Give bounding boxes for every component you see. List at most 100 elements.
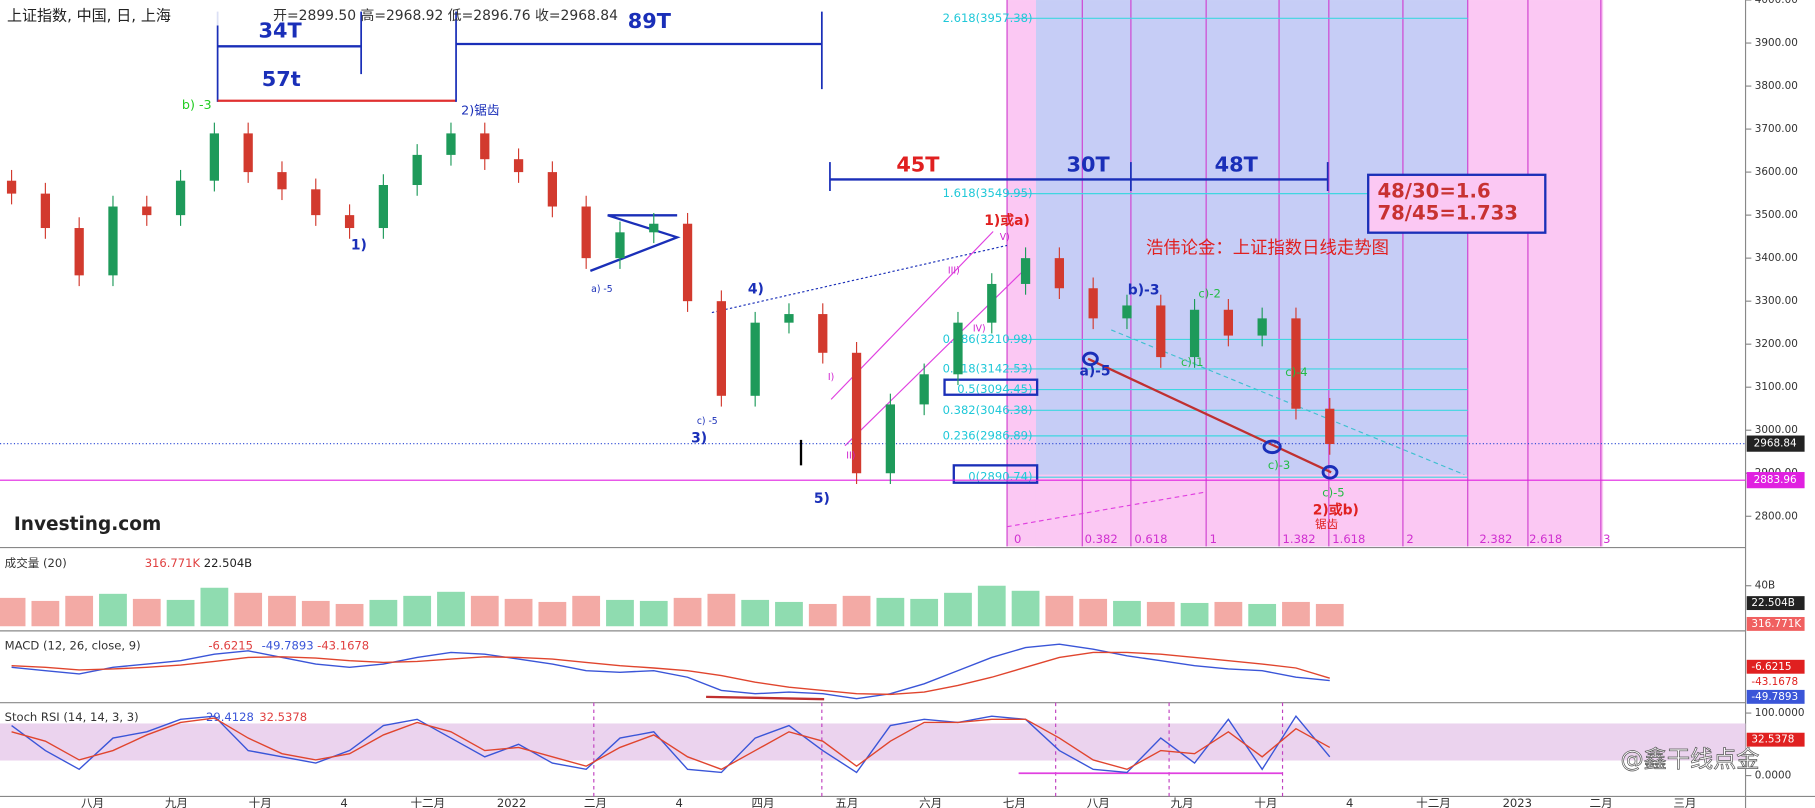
volume-bar: [1146, 601, 1175, 627]
last-box: [1746, 674, 1805, 689]
candle-body: [784, 314, 794, 323]
y-tick-label: 4000.00: [1755, 0, 1798, 6]
volume-bar: [977, 585, 1006, 627]
x-tick-label: 二月: [1590, 796, 1613, 808]
candle-body: [716, 301, 726, 396]
indicator-line: [11, 717, 1331, 771]
volume-bar: [876, 597, 905, 627]
candle-body: [615, 232, 625, 259]
candle-body: [1325, 408, 1335, 444]
fib-label: 0.5(3094.45): [957, 382, 1032, 396]
annotation: III): [948, 265, 960, 276]
last-box: [1746, 689, 1805, 704]
x-tick-label: 十月: [249, 796, 272, 808]
volume-bar: [234, 592, 263, 627]
zone-pink: [1035, 474, 1468, 547]
fib-time-label: 1.382: [1283, 532, 1316, 546]
x-tick-label: 4: [676, 796, 683, 808]
x-tick-label: 十二月: [410, 796, 445, 808]
candle-body: [1257, 318, 1267, 336]
x-tick-label: 七月: [1003, 796, 1026, 808]
annotation: 45T: [896, 153, 940, 177]
x-tick-label: 2023: [1503, 796, 1532, 808]
volume-reading: 22.504B: [204, 556, 252, 570]
last-label: 22.504B: [1751, 597, 1795, 609]
x-tick-label: 4: [340, 796, 347, 808]
volume-bar: [268, 595, 296, 627]
annotation: c) -5: [697, 416, 718, 427]
ratio: 48/30=1.6: [1377, 180, 1490, 203]
annotation: 30T: [1066, 153, 1110, 177]
fib-label: 0.618(3142.53): [943, 361, 1033, 375]
drawings: [216, 11, 1547, 775]
candle-body: [311, 189, 321, 216]
header-title: 上证指数, 中国, 日, 上海: [7, 7, 171, 25]
x-tick-label: 十月: [1254, 796, 1277, 808]
candle-body: [108, 206, 118, 276]
macd-reading: -6.6215: [208, 638, 253, 652]
volume-bar: [31, 600, 60, 627]
y-tick-label: 40B: [1755, 580, 1775, 592]
low-line-label: 2883.96: [1754, 474, 1797, 486]
zone-blue: [1035, 0, 1468, 547]
fib-time-label: 2: [1406, 532, 1413, 546]
candle-body: [277, 172, 287, 190]
annotation: a) -5: [591, 284, 613, 295]
y-tick-label: 3700.00: [1755, 123, 1798, 135]
candle-body: [513, 159, 524, 173]
time-lines: [1006, 0, 1602, 547]
candle-body: [547, 172, 558, 207]
candle-body: [953, 322, 963, 375]
fib-label: 0.236(2986.89): [943, 428, 1033, 442]
candle-body: [885, 404, 895, 474]
annotation: IV): [973, 323, 986, 334]
last-label: 32.5378: [1751, 734, 1794, 746]
volume-bar: [470, 595, 499, 627]
volume-bar: [639, 600, 668, 627]
x-tick-label: 三月: [1673, 796, 1696, 808]
candle-body: [987, 283, 997, 323]
candle-body: [750, 322, 760, 396]
volume-bar: [741, 599, 770, 627]
last-label: -6.6215: [1751, 661, 1791, 673]
volume-bar: [1011, 590, 1040, 627]
volume-bar: [775, 601, 803, 627]
annotation: c)-2: [1198, 287, 1220, 301]
volume-bar: [369, 599, 398, 627]
fib-time-label: 0: [1014, 532, 1021, 546]
low-line-box: [1746, 472, 1805, 489]
annotation: 2)或b): [1313, 501, 1359, 518]
candle-body: [209, 133, 220, 181]
annotation: c)-3: [1268, 458, 1290, 472]
annotation: 34T: [259, 18, 303, 42]
y-tick-label: 3000.00: [1755, 424, 1798, 436]
volume-bar: [944, 592, 972, 627]
candle-body: [682, 223, 693, 302]
x-tick-label: 八月: [81, 796, 104, 808]
annotation: 3): [691, 431, 707, 447]
annotation: 1)或a): [984, 212, 1030, 229]
y-tick-label: 3200.00: [1755, 338, 1798, 350]
candle-body: [1020, 258, 1031, 284]
header-ohlc: 开=2899.50 高=2968.92 低=2896.76 收=2968.84: [273, 7, 618, 24]
volume-bar: [1045, 595, 1074, 627]
candle-body: [649, 223, 659, 233]
brand: Investing.com: [14, 514, 161, 535]
annotation: 2)锯齿: [461, 104, 500, 119]
fib-time-label: 1: [1210, 532, 1217, 546]
x-tick-label: 五月: [835, 796, 858, 808]
candle-body: [1088, 288, 1098, 319]
candle-body: [1189, 309, 1200, 358]
macd-reading: -43.1678: [317, 638, 369, 652]
y-tick-label: 3900.00: [1755, 37, 1798, 49]
volume-bar: [1180, 602, 1209, 627]
candle-body: [480, 133, 490, 160]
volume-bar: [132, 598, 161, 627]
y-tick-label: 0.0000: [1755, 770, 1791, 782]
last-price-label: 2968.84: [1754, 438, 1797, 450]
volume-bar: [335, 603, 364, 627]
fib-label: 2.618(3957.38): [943, 11, 1033, 25]
zone-pink: [1467, 0, 1604, 547]
volume-bar: [437, 591, 465, 627]
